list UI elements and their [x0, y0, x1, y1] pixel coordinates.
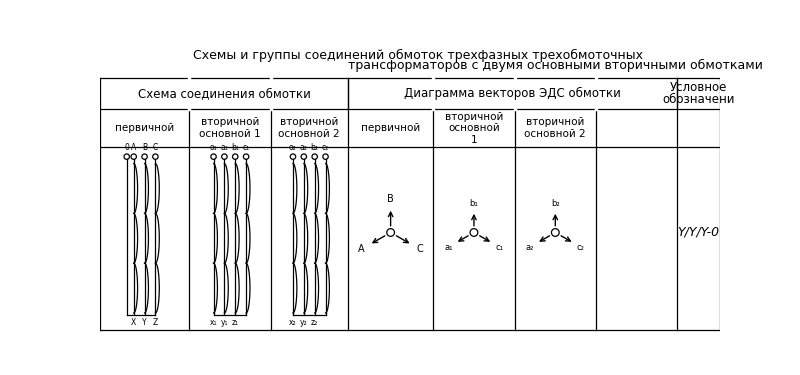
- Text: x₂: x₂: [289, 318, 297, 327]
- Text: c₂: c₂: [322, 143, 329, 152]
- Text: Схема соединения обмотки: Схема соединения обмотки: [138, 87, 310, 100]
- Text: B: B: [142, 143, 147, 152]
- Text: вторичной
основной 1: вторичной основной 1: [199, 117, 261, 139]
- Text: y₂: y₂: [300, 318, 308, 327]
- Text: o₁: o₁: [210, 143, 218, 152]
- Text: a₁: a₁: [221, 143, 228, 152]
- Text: Y: Y: [142, 318, 147, 327]
- Text: обозначени: обозначени: [662, 93, 735, 106]
- Text: c₂: c₂: [577, 243, 585, 252]
- Text: c₁: c₁: [495, 243, 503, 252]
- Text: a₁: a₁: [444, 243, 453, 252]
- Text: z₁: z₁: [232, 318, 239, 327]
- Text: 0: 0: [124, 143, 129, 152]
- Text: C: C: [153, 143, 158, 152]
- Text: b₁: b₁: [470, 199, 478, 208]
- Text: B: B: [387, 194, 394, 204]
- Text: Условное: Условное: [670, 81, 727, 94]
- Text: Диаграмма векторов ЭДС обмотки: Диаграмма векторов ЭДС обмотки: [404, 87, 621, 100]
- Text: a₂: a₂: [300, 143, 308, 152]
- Text: z₂: z₂: [311, 318, 318, 327]
- Text: вторичной
основной 2: вторичной основной 2: [278, 117, 340, 139]
- Text: X: X: [131, 318, 136, 327]
- Text: b₁: b₁: [231, 143, 239, 152]
- Text: o₂: o₂: [289, 143, 297, 152]
- Text: Схемы и группы соединений обмоток трехфазных трехобмоточных: Схемы и группы соединений обмоток трехфа…: [193, 48, 642, 62]
- Text: Y/Y/Y-0: Y/Y/Y-0: [678, 226, 720, 239]
- Text: b₂: b₂: [310, 143, 318, 152]
- Text: первичной: первичной: [361, 123, 420, 133]
- Text: c₁: c₁: [242, 143, 250, 152]
- Text: a₂: a₂: [526, 243, 534, 252]
- Text: C: C: [416, 244, 423, 254]
- Text: A: A: [131, 143, 136, 152]
- Text: A: A: [358, 244, 365, 254]
- Text: трансформаторов с двумя основными вторичными обмотками: трансформаторов с двумя основными вторич…: [348, 58, 763, 72]
- Text: первичной: первичной: [115, 123, 174, 133]
- Text: Z: Z: [153, 318, 158, 327]
- Text: вторичной
основной
1: вторичной основной 1: [445, 111, 503, 145]
- Text: y₁: y₁: [221, 318, 228, 327]
- Text: вторичной
основной 2: вторичной основной 2: [525, 117, 586, 139]
- Text: b₂: b₂: [551, 199, 560, 208]
- Text: x₁: x₁: [210, 318, 218, 327]
